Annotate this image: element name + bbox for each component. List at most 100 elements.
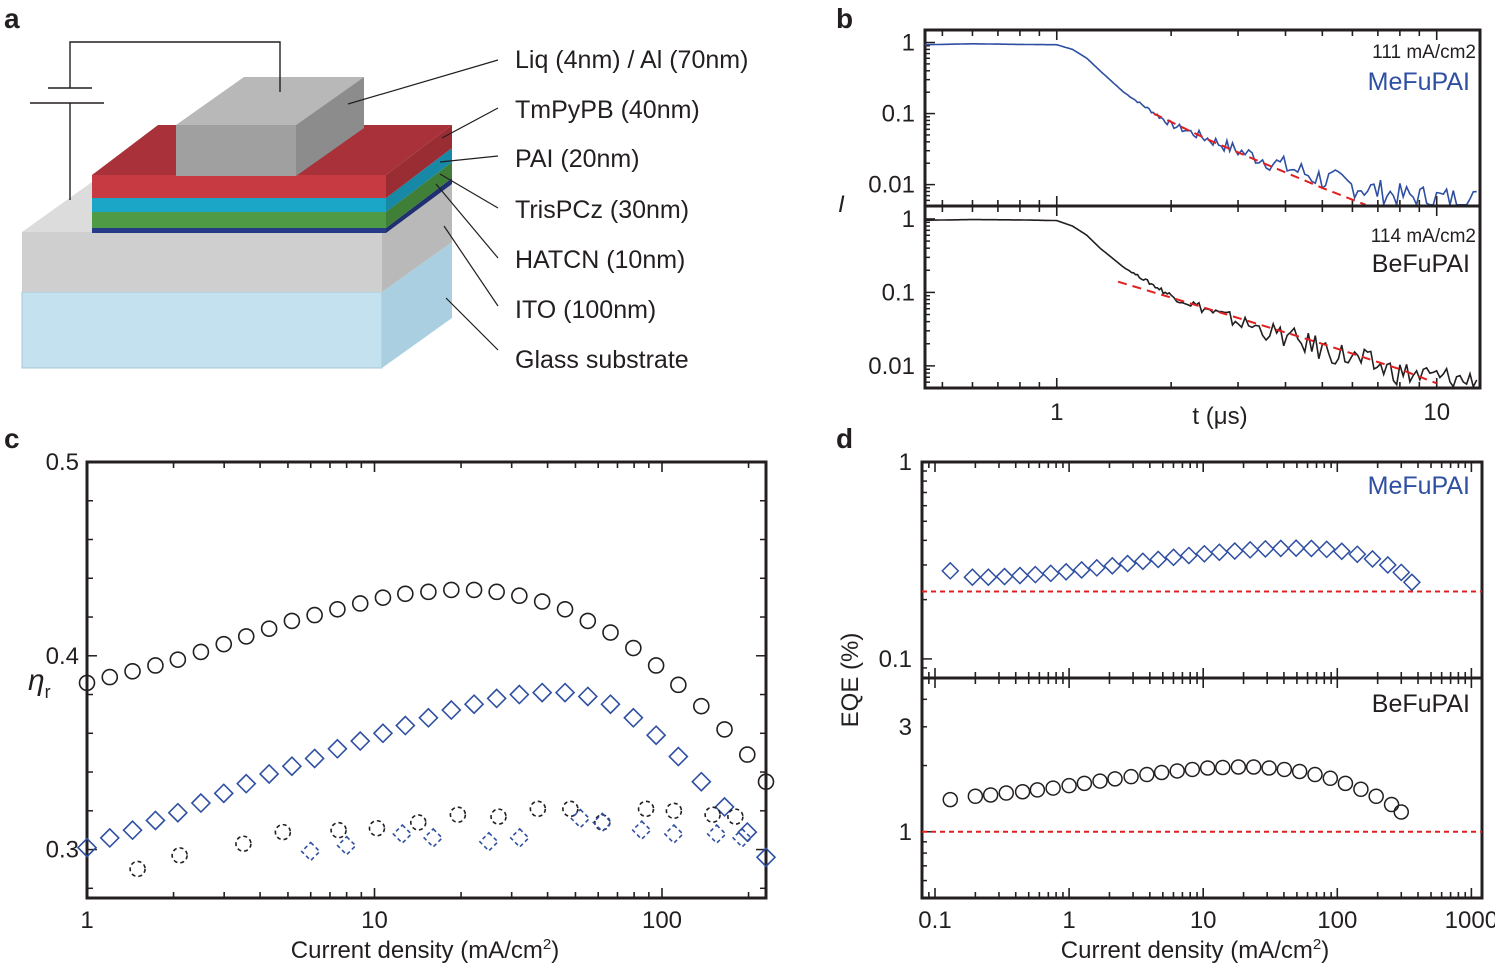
- panel-c-point-befupai: [449, 806, 467, 823]
- ito-layer-side: [382, 182, 452, 292]
- panel-c-point-mefupai: [663, 823, 685, 845]
- panel-b-fit-mefupai: [1153, 112, 1366, 206]
- panel-d-xtick-label: 1: [1062, 907, 1075, 934]
- panel-d-ytick-label: 1: [899, 449, 912, 476]
- panel-d-point-mefupai: [1164, 548, 1183, 567]
- panel-d-point-mefupai: [1392, 563, 1411, 582]
- panel-d-point-mefupai: [1302, 539, 1321, 558]
- panel-c-plot-area: 1 10 100 0.3 0.4 0.5: [46, 449, 777, 934]
- panel-c-point-befupai: [397, 585, 414, 603]
- panel-c-point-mefupai: [554, 682, 576, 703]
- panel-c-point-mefupai: [737, 821, 758, 843]
- panel-c-point-befupai: [101, 668, 119, 686]
- panel-c-frame: [85, 460, 768, 900]
- panel-c-point-mefupai: [418, 707, 439, 728]
- panel-c-point-mefupai: [714, 796, 735, 818]
- panel-b-top-annotation: 111 mA/cm2: [1372, 42, 1476, 63]
- trispcz-layer-front: [92, 212, 386, 228]
- panel-d-ylabel: EQE (%): [837, 633, 864, 728]
- panel-d-point-mefupai: [1402, 573, 1421, 592]
- panel-d-point-mefupai: [1087, 558, 1106, 577]
- panel-c-point-mefupai: [213, 783, 234, 804]
- panel-c-xtick-label: 10: [361, 907, 388, 934]
- panel-c-point-befupai: [274, 823, 292, 841]
- panel-c-point-befupai: [488, 583, 505, 601]
- panel-c-point-mefupai: [478, 831, 500, 852]
- panel-b-top-legend: MeFuPAI: [1368, 68, 1470, 96]
- panel-c-point-befupai: [78, 674, 96, 692]
- panel-c-point-befupai: [579, 612, 597, 630]
- panel-c-point-mefupai: [691, 771, 712, 792]
- panel-c-point-befupai: [330, 821, 347, 839]
- panel-c-point-befupai: [704, 806, 721, 823]
- panel-d-bottom-plot: 3 1 0.1 1 10 100 1000: [899, 676, 1495, 934]
- panel-b-xlabel: t (μs): [1192, 403, 1247, 430]
- panel-c-point-mefupai: [600, 694, 621, 715]
- panel-b-bottom-plot: 1 0.1 0.01 1 10: [868, 204, 1482, 426]
- panel-d-point-befupai: [1353, 781, 1369, 798]
- panel-c-point-befupai: [665, 802, 683, 820]
- panel-d-point-befupai: [1276, 761, 1293, 778]
- panel-b-ylabel: I: [838, 191, 845, 218]
- panel-c-point-befupai: [716, 721, 733, 738]
- panel-c-point-befupai: [529, 800, 547, 818]
- panel-b-frame: [923, 204, 1482, 390]
- leader-lines: [347, 59, 499, 351]
- panel-c-point-mefupai: [509, 827, 530, 849]
- panel-b-decay-befupai: [925, 218, 1478, 389]
- panel-d-label: d: [836, 423, 853, 454]
- panel-d-xtick-label: 0.1: [918, 907, 951, 934]
- panel-c-point-mefupai: [441, 699, 462, 721]
- panel-d-point-befupai: [942, 791, 959, 808]
- panel-c-point-befupai: [147, 657, 164, 674]
- panel-c-point-mefupai: [327, 738, 348, 759]
- layer-label-pai: PAI (20nm): [515, 145, 640, 173]
- panel-b-bottom-annotation: 114 mA/cm2: [1371, 226, 1476, 247]
- panel-d-top-legend: MeFuPAI: [1368, 472, 1470, 500]
- panel-c-point-befupai: [374, 589, 392, 606]
- panel-c-xtick-label: 100: [642, 907, 682, 934]
- panel-b-ytick-label: 0.1: [882, 101, 915, 128]
- panel-d-point-befupai: [1337, 775, 1354, 792]
- panel-c-point-mefupai: [631, 820, 652, 841]
- panel-c-point-mefupai: [122, 820, 143, 841]
- panel-d-point-mefupai: [1026, 565, 1045, 584]
- panel-d-point-befupai: [1393, 804, 1410, 820]
- panel-d-point-mefupai: [1010, 566, 1030, 585]
- panel-d-point-befupai: [1061, 777, 1077, 794]
- panel-c-point-mefupai: [350, 730, 371, 752]
- panel-c-eta-plot: c 1 10 100 0.3 0.4 0.5 ηr Current density (mA…: [4, 423, 777, 964]
- panel-d-bottom-legend: BeFuPAI: [1372, 690, 1470, 718]
- panel-b-ytick-label: 0.1: [882, 279, 915, 306]
- panel-c-point-befupai: [237, 628, 255, 645]
- layer-labels: Liq (4nm) / Al (70nm) TmPyPB (40nm) PAI …: [515, 46, 748, 374]
- panel-d-point-befupai: [1045, 780, 1061, 796]
- panel-d-point-mefupai: [1041, 564, 1060, 583]
- panel-c-point-mefupai: [509, 684, 530, 705]
- panel-c-point-mefupai: [281, 756, 303, 777]
- panel-c-point-befupai: [637, 800, 655, 818]
- panel-c-point-befupai: [465, 581, 483, 599]
- cathode-top: [176, 77, 364, 125]
- panel-c-ytick-label: 0.4: [46, 643, 79, 670]
- panel-c-point-mefupai: [392, 823, 413, 845]
- panel-d-point-befupai: [1184, 761, 1201, 778]
- panel-d-xtick-label: 10: [1190, 907, 1217, 934]
- panel-d-ytick-label: 0.1: [879, 646, 912, 673]
- panel-b-decay-mefupai: [924, 42, 1477, 208]
- tmpypb-layer-front: [92, 175, 386, 198]
- panel-c-point-befupai: [647, 657, 665, 674]
- panel-c-point-befupai: [260, 620, 278, 637]
- panel-d-ytick-label: 3: [899, 714, 912, 741]
- panel-b-fit-befupai: [1117, 280, 1438, 385]
- panel-d-point-befupai: [1014, 784, 1031, 800]
- panel-b-transient-el: b I t (μs) 1 0.1 0.01 1 0.1 0.01 1 10 111 mA/c…: [836, 3, 1482, 430]
- panel-d-point-mefupai: [1271, 539, 1290, 558]
- panel-c-point-mefupai: [570, 808, 591, 829]
- panel-c-xlabel: Current density (mA/cm2): [291, 936, 559, 964]
- tmpypb-layer-side: [386, 125, 452, 198]
- panel-c-point-mefupai: [623, 707, 644, 728]
- panel-c-ylabel: ηr: [28, 664, 51, 702]
- panel-c-point-mefupai: [592, 812, 613, 833]
